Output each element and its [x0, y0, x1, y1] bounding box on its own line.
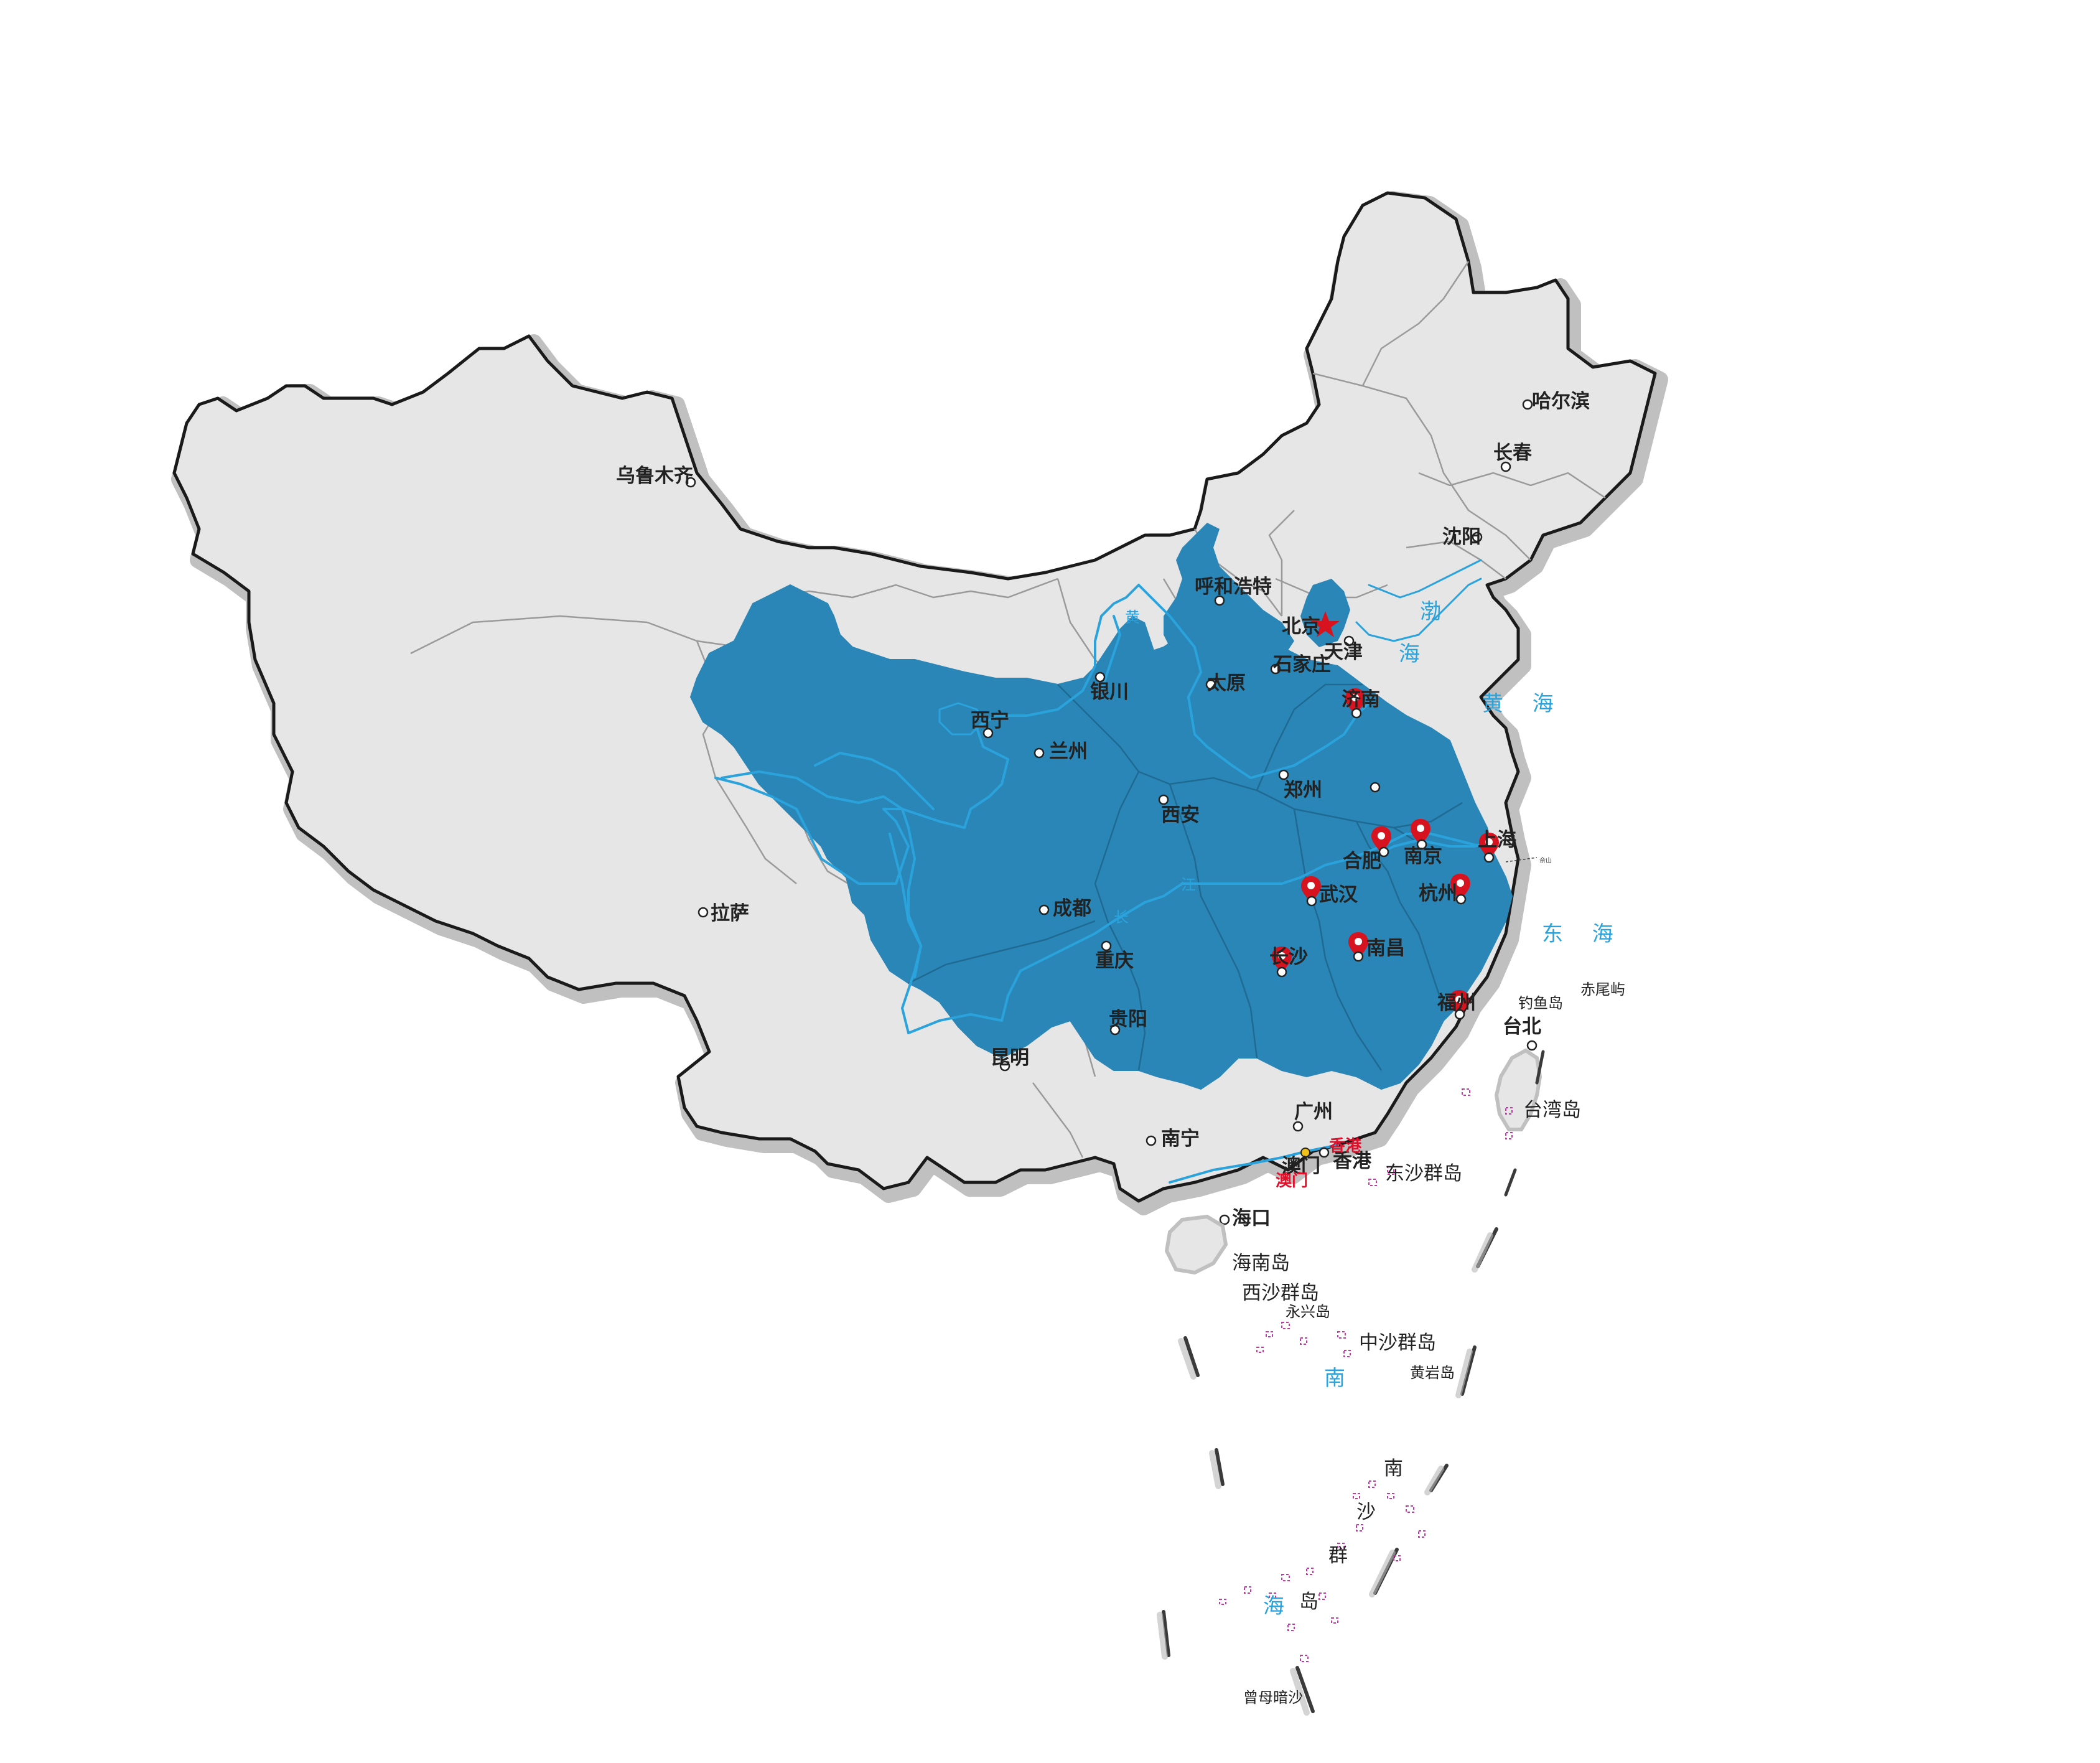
river-label-yangtze-1: 长 [1114, 909, 1129, 926]
city-label-wuhan: 武汉 [1319, 884, 1358, 906]
beijing-star-icon [1311, 611, 1340, 637]
city-labels: 乌鲁木齐 拉萨 西宁 兰州 银川 呼和浩特 北京 天津 石家庄 太原 济南 郑州… [616, 390, 1590, 1230]
city-label-guiyang: 贵阳 [1109, 1008, 1147, 1031]
sea-labels: 渤 海 黄 海 东 海 南 海 [1263, 599, 1625, 1619]
rivers [714, 559, 1495, 1184]
city-label-nanchang: 南昌 [1366, 937, 1405, 960]
river-labels: 黄 长 江 [1114, 609, 1196, 926]
city-label-beijing: 北京 [1282, 615, 1320, 638]
sheshan-line [1505, 857, 1538, 863]
nansha-char-2: 沙 [1356, 1501, 1376, 1523]
city-label-shenyang: 沈阳 [1442, 526, 1481, 548]
island-label-hainan: 海南岛 [1232, 1252, 1290, 1274]
city-label-lhasa: 拉萨 [711, 902, 749, 925]
red-label-macau: 澳门 [1276, 1172, 1308, 1190]
taiwan-island [1494, 1048, 1542, 1131]
sea-label-yellow: 黄 海 [1482, 691, 1565, 716]
city-label-shanghai: 上海 [1478, 829, 1516, 851]
city-label-kunming: 昆明 [991, 1047, 1029, 1069]
nansha-char-3: 群 [1328, 1545, 1348, 1567]
island-label-huangyan: 黄岩岛 [1410, 1364, 1455, 1382]
hainan-island [1164, 1214, 1228, 1275]
city-dots [685, 399, 1538, 1225]
city-label-xian: 西安 [1161, 804, 1200, 826]
sea-label-east: 东 海 [1542, 922, 1625, 947]
city-label-chengdu: 成都 [1053, 897, 1091, 920]
city-label-yinchuan: 银川 [1090, 681, 1129, 703]
city-label-xining: 西宁 [971, 709, 1009, 732]
island-label-chiwei: 赤尾屿 [1580, 981, 1625, 998]
city-label-shijiazhuang: 石家庄 [1272, 653, 1331, 676]
city-label-lanzhou: 兰州 [1049, 741, 1088, 763]
river-label-yangtze-2: 江 [1181, 876, 1196, 894]
yellow-river-upper [1100, 615, 1121, 692]
yellow-river [721, 584, 1370, 829]
city-label-nanjing: 南京 [1404, 845, 1442, 867]
island-label-zengmu: 曾母暗沙 [1243, 1689, 1303, 1706]
city-label-macau: 澳门 [1282, 1155, 1320, 1177]
city-label-chongqing: 重庆 [1095, 950, 1134, 972]
city-label-fuzhou: 福州 [1437, 992, 1476, 1014]
sea-label-south-1: 南 [1324, 1366, 1345, 1391]
island-label-yongxing: 永兴岛 [1286, 1303, 1330, 1321]
macau-dot [1300, 1148, 1310, 1157]
river-jialing [889, 833, 922, 978]
lake-qinghai [938, 702, 984, 736]
yangtze-east [1368, 839, 1495, 860]
city-label-haikou: 海口 [1232, 1207, 1271, 1230]
city-label-jinan: 济南 [1342, 688, 1380, 711]
city-label-changsha: 长沙 [1269, 946, 1308, 968]
nine-dash-shadow [1157, 1232, 1493, 1716]
island-label-xisha: 西沙群岛 [1242, 1282, 1319, 1304]
island-labels: 台湾岛 海南岛 钓鱼岛 赤尾屿 东沙群岛 西沙群岛 永兴岛 中沙群岛 黄岩岛 曾… [1232, 856, 1625, 1706]
city-label-taiyuan: 太原 [1207, 672, 1246, 694]
city-label-harbin: 哈尔滨 [1532, 390, 1590, 413]
river-pearl [1169, 1144, 1339, 1184]
sea-label-south-2: 海 [1263, 1594, 1284, 1619]
scs-islets [1219, 1088, 1513, 1662]
city-label-tianjin: 天津 [1324, 641, 1363, 663]
sea-label-bohai-1: 渤 [1420, 599, 1441, 624]
river-west-1 [814, 752, 935, 810]
highlight-inner-lines [908, 683, 1463, 1071]
island-label-dongsha: 东沙群岛 [1385, 1162, 1462, 1185]
city-label-changchun: 长春 [1493, 442, 1532, 464]
city-label-urumqi: 乌鲁木齐 [616, 465, 693, 487]
city-label-nanning: 南宁 [1161, 1128, 1200, 1150]
nansha-char-4: 岛 [1299, 1591, 1318, 1613]
city-label-hangzhou: 杭州 [1419, 882, 1457, 905]
river-label-yellow: 黄 [1125, 609, 1140, 626]
island-label-sheshan: 佘山 [1539, 856, 1552, 864]
island-label-zhongsha: 中沙群岛 [1359, 1332, 1436, 1354]
city-label-hefei: 合肥 [1343, 850, 1381, 872]
city-label-hohhot: 呼和浩特 [1195, 576, 1272, 598]
highlight-region [689, 523, 1513, 1090]
island-label-taiwan: 台湾岛 [1523, 1099, 1581, 1121]
city-label-guangzhou: 广州 [1294, 1101, 1333, 1123]
sea-label-bohai-2: 海 [1399, 642, 1420, 666]
yangtze-river [714, 777, 1482, 1034]
island-label-diaoyu: 钓鱼岛 [1518, 994, 1563, 1012]
nansha-char-1: 南 [1384, 1457, 1403, 1480]
city-label-taipei: 台北 [1503, 1016, 1541, 1038]
coast-river-1 [1368, 559, 1482, 599]
coast-bohai [1355, 578, 1482, 642]
red-label-hongkong: 香港 [1329, 1137, 1362, 1156]
city-label-zhengzhou: 郑州 [1284, 779, 1322, 802]
city-label-hongkong: 香港 [1333, 1150, 1372, 1172]
